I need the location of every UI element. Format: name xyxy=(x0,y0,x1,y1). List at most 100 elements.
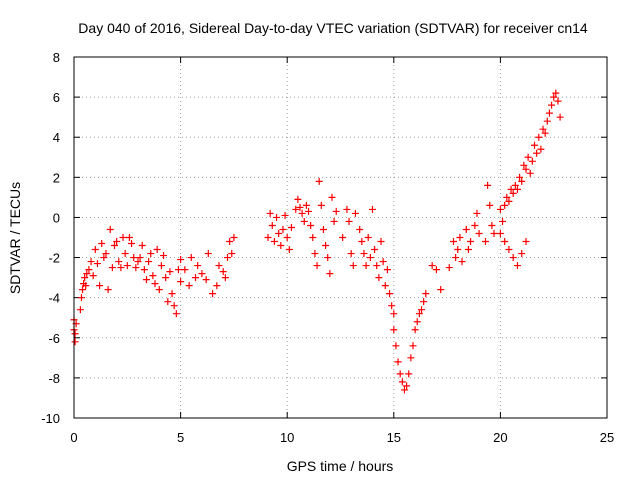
data-point xyxy=(85,266,93,274)
data-point xyxy=(411,326,419,334)
data-point xyxy=(496,205,504,213)
data-point xyxy=(177,278,185,286)
data-point xyxy=(351,209,359,217)
data-point xyxy=(458,258,466,266)
data-point xyxy=(311,250,319,258)
data-point xyxy=(552,89,560,97)
data-point xyxy=(535,133,543,141)
data-point xyxy=(204,250,212,258)
data-point xyxy=(268,221,276,229)
data-point xyxy=(172,310,180,318)
data-point xyxy=(396,370,404,378)
data-point xyxy=(496,229,504,237)
data-point xyxy=(452,254,460,262)
data-point xyxy=(198,270,206,278)
series-seg6 xyxy=(339,205,398,318)
data-point xyxy=(381,282,389,290)
data-point xyxy=(473,209,481,217)
data-point xyxy=(307,221,315,229)
data-point xyxy=(309,234,317,241)
x-tick-label: 20 xyxy=(493,430,507,445)
data-point xyxy=(77,294,85,302)
series-seg3 xyxy=(136,242,185,318)
data-point xyxy=(147,250,155,258)
data-point xyxy=(449,238,457,246)
data-point xyxy=(324,254,332,262)
data-point xyxy=(513,185,521,193)
data-point xyxy=(520,161,528,169)
data-point xyxy=(285,246,293,254)
data-point xyxy=(326,270,334,278)
data-point xyxy=(526,169,534,177)
x-tick-label: 5 xyxy=(177,430,184,445)
data-point xyxy=(388,302,396,310)
data-point xyxy=(219,268,227,276)
data-point xyxy=(368,205,376,213)
series-seg8 xyxy=(428,181,498,294)
data-point xyxy=(270,238,278,246)
data-point xyxy=(221,274,229,282)
data-point xyxy=(339,234,347,241)
data-point xyxy=(362,262,370,270)
data-point xyxy=(524,153,532,161)
data-point xyxy=(302,201,310,209)
data-point xyxy=(168,290,176,298)
data-point xyxy=(377,238,385,246)
y-axis-label: SDTVAR / TECUs xyxy=(7,182,23,294)
data-point xyxy=(462,225,470,233)
data-point xyxy=(518,177,526,185)
data-point xyxy=(522,238,530,246)
data-point xyxy=(415,310,423,318)
data-point xyxy=(177,256,185,264)
data-point xyxy=(104,286,112,294)
data-point xyxy=(343,205,351,213)
data-point xyxy=(194,262,202,270)
y-tick-label: 4 xyxy=(53,130,60,145)
data-point xyxy=(79,286,87,294)
data-point xyxy=(531,141,539,149)
data-point xyxy=(281,211,289,219)
data-point xyxy=(507,185,515,193)
data-point xyxy=(181,266,189,274)
data-point xyxy=(142,276,150,284)
data-point xyxy=(490,229,498,237)
data-point xyxy=(332,207,340,215)
data-point xyxy=(499,217,507,225)
data-point xyxy=(358,238,366,246)
data-point xyxy=(151,280,159,288)
data-point xyxy=(277,242,285,250)
data-point xyxy=(437,286,445,294)
data-point xyxy=(505,246,513,254)
data-point xyxy=(379,258,387,266)
data-point xyxy=(117,264,125,272)
data-point xyxy=(509,254,517,262)
data-point xyxy=(505,197,513,205)
data-point xyxy=(409,342,417,350)
data-point xyxy=(125,234,133,241)
data-point xyxy=(138,242,146,250)
data-point xyxy=(528,157,536,165)
data-point xyxy=(215,262,223,270)
data-point xyxy=(213,282,221,290)
data-points xyxy=(70,89,564,394)
data-point xyxy=(509,189,517,197)
data-point xyxy=(364,234,372,241)
data-point xyxy=(166,268,174,276)
data-point xyxy=(149,272,157,280)
data-point xyxy=(405,370,413,378)
data-point xyxy=(545,109,553,117)
data-point xyxy=(113,238,121,246)
data-point xyxy=(279,225,287,233)
data-point xyxy=(418,306,426,314)
data-point xyxy=(556,113,564,121)
data-point xyxy=(305,207,313,215)
data-point xyxy=(174,266,182,274)
data-point xyxy=(503,193,511,201)
data-point xyxy=(328,193,336,201)
data-point xyxy=(266,209,274,217)
data-point xyxy=(162,274,170,282)
data-point xyxy=(428,262,436,270)
data-point xyxy=(100,254,108,262)
x-tick-labels: 0 5 10 15 20 25 xyxy=(70,430,614,445)
